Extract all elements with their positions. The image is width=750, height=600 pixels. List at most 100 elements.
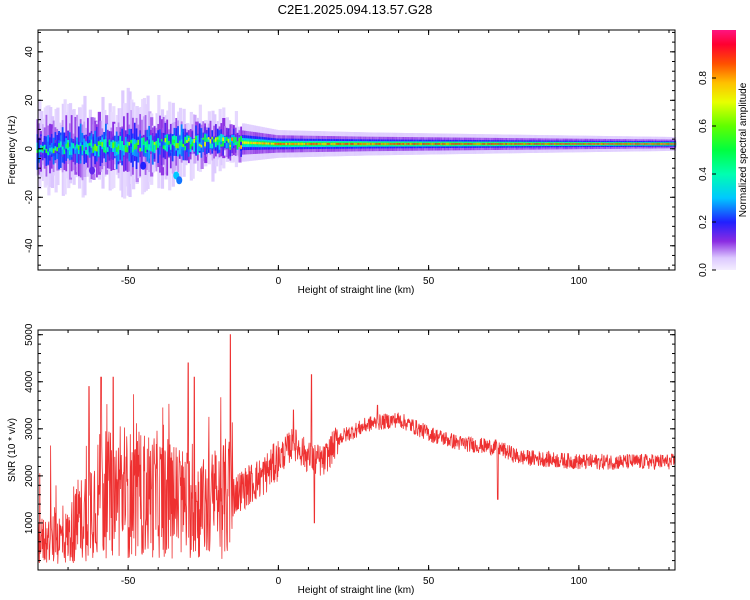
spectrogram-cell [202,137,206,140]
spectrogram-cell [544,143,549,145]
spectrogram-cell [553,143,558,145]
spectrogram-cell [671,143,675,145]
spectrogram-cell [236,132,240,144]
spectrogram-cell [382,143,386,145]
spectrogram-cell [611,143,615,145]
y-tick-label: 40 [24,46,35,58]
snr-ticks: -50 0 50 100 1000 2000 3000 4000 5000 [24,323,675,587]
spectrogram-cell [265,142,269,145]
spectrogram-cell [582,143,586,145]
spectrogram-cell [355,143,359,145]
spectrogram-cell [649,143,653,145]
spectrogram-cell [144,147,148,153]
spectrogram-cell [425,143,430,145]
x-tick-label: -50 [121,276,136,287]
spectrogram-cell [402,143,406,145]
spectrogram-cell [429,143,433,145]
spectrogram-cell [570,143,574,145]
spectrogram-cell [380,143,385,145]
spectrogram-cell [602,143,606,145]
spectrogram-cell [171,138,175,153]
spectrogram-cell [510,143,514,145]
spectrogram-cell [126,147,130,153]
spectrogram-cell [557,143,561,145]
spectrogram-cell [294,143,298,145]
x-tick-label: 100 [571,576,588,587]
snr-panel: -50 0 50 100 1000 2000 3000 4000 5000 Height of … [7,323,676,596]
spectrogram-cell [543,143,547,145]
spectrogram-cell [196,135,201,146]
spectrogram-cell [328,143,332,145]
spectrogram-cell [67,142,71,148]
spectrogram-cell [492,143,496,145]
spectrogram-cell [231,137,235,142]
spectrogram-cell [227,138,231,143]
spectrogram-cell [645,143,650,145]
spectrogram-cell [130,146,134,153]
x-tick-label: 0 [276,276,282,287]
spectrogram-cell [407,143,412,145]
spectrogram-cell [395,143,399,145]
spectrogram-cell [357,143,361,145]
spectrogram-cell [209,140,213,149]
spectrogram-cell [126,141,130,150]
spectrogram-cell [290,143,294,145]
spectrogram-cell [169,144,174,150]
spectrogram-cell [77,145,82,150]
spectrogram-cell [202,139,206,146]
spectrogram-cell [303,143,307,145]
spectrogram-cell [458,143,462,145]
spectrogram-cell [63,149,67,155]
spectrogram-cell [218,139,222,143]
spectrogram-cell [416,143,421,145]
spectrogram-cell [43,144,47,150]
spectrogram-cell [663,143,668,145]
spectrogram-cell [362,143,367,145]
spectrogram-cell [438,143,442,145]
spectrogram-cell [283,143,287,145]
spectrogram-cell [292,143,296,145]
spectrogram-cell [379,143,383,145]
spectrogram-cell [568,143,572,145]
spectrogram-cell [254,141,258,145]
spectrogram-cell [409,143,413,145]
spectrogram-cell [171,136,175,143]
spectrogram-cell [607,143,612,145]
spectrogram-cell [564,143,568,145]
spectrogram-cell [528,143,532,145]
spectrogram-cell [238,140,242,148]
spectrogram-cell [157,138,161,144]
spectrogram-cell [579,143,583,145]
spectrogram-cell [56,147,60,152]
spectrogram-cell [166,139,170,152]
spectrogram-cell [620,143,624,145]
spectrogram-cell [233,136,237,142]
spectrogram-cell [297,143,302,145]
spectrogram-cell [507,143,511,145]
spectrogram-cell [121,146,125,151]
spectrogram-cell [175,136,179,147]
spectrogram-cell [281,143,285,145]
spectrogram-cell [494,143,498,145]
spectrogram-cell [351,143,356,145]
spectrogram-cell [654,143,659,145]
spectrogram-cell [288,143,293,145]
spectrogram-cell [512,143,516,145]
spectrogram-cell [642,143,646,145]
spectrogram-cell [505,143,509,145]
spectrogram-cell [660,143,664,145]
spectrogram-cell [489,143,493,145]
spectrogram-cell [238,137,242,141]
spectrogram-cell [591,143,595,145]
spectrogram-cell [523,143,527,145]
spectrogram-cell [123,145,127,151]
spectrogram-cell [50,148,55,151]
spectrogram-cell [348,143,352,145]
spectrogram-cell [223,140,228,143]
y-tick-label: 3000 [24,417,35,440]
colorbar-tick-label: 0.4 [698,167,709,181]
spectrogram-cell [613,143,617,145]
spectrogram-cell [222,137,226,142]
spectrogram-cell [119,146,123,151]
spectrogram-cell [386,143,390,145]
